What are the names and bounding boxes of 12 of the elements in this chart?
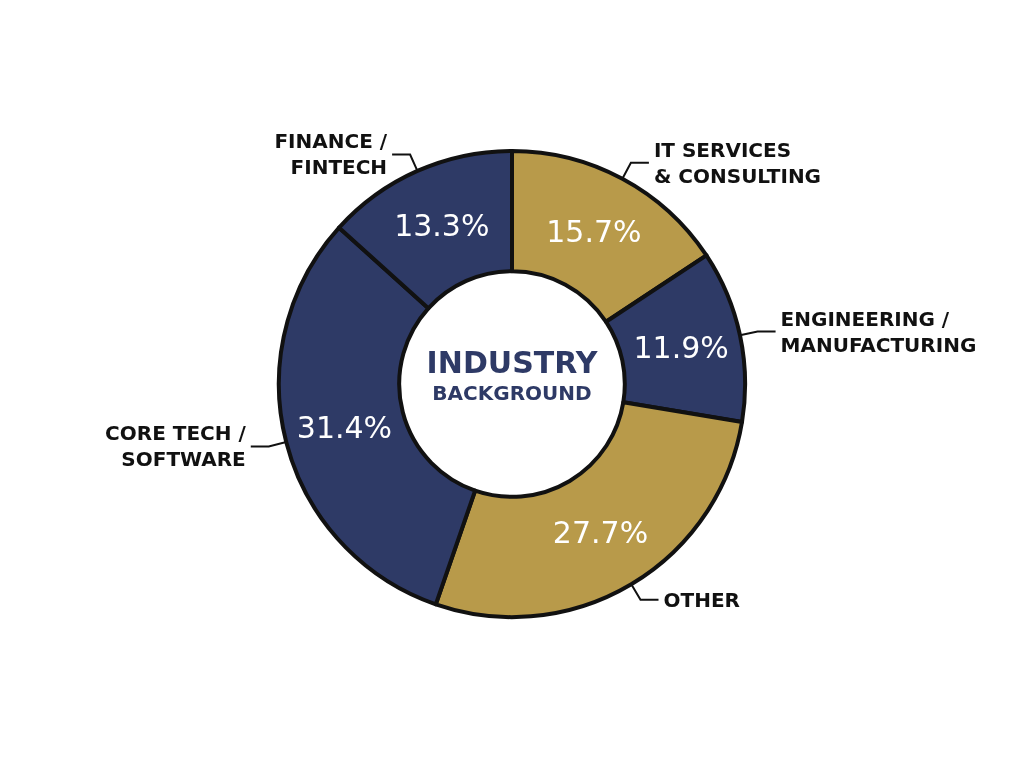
data-label: 27.7% — [552, 515, 649, 551]
data-label: 13.3% — [394, 208, 490, 244]
text: INDUSTRY — [426, 344, 599, 380]
slice-label: IT SERVICES & CONSULTING — [653, 137, 822, 188]
slice-label: ENGINEERING / MANUFACTURING — [780, 306, 977, 357]
text: BACKGROUND — [432, 381, 592, 405]
data-label: 11.9% — [633, 330, 729, 366]
slice-label: OTHER — [663, 587, 740, 612]
data-label: 31.4% — [296, 409, 393, 445]
slice-label: FINANCE / FINTECH — [274, 129, 388, 180]
slice-label: CORE TECH / SOFTWARE — [105, 421, 247, 472]
data-label: 15.7% — [546, 214, 642, 250]
